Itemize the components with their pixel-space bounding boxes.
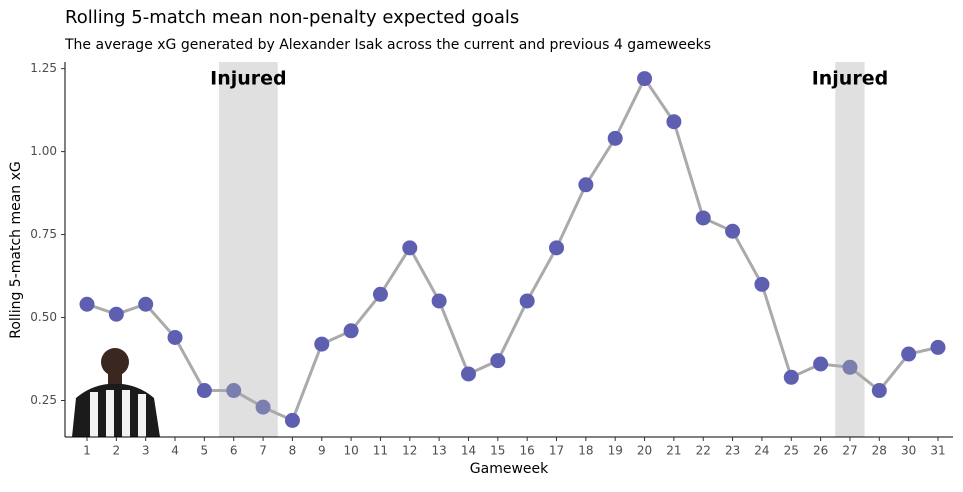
data-point xyxy=(754,276,770,292)
player-photo xyxy=(72,348,160,437)
y-tick-label: 0.25 xyxy=(30,393,57,407)
data-point xyxy=(196,383,212,399)
data-point xyxy=(431,293,447,309)
y-tick-label: 0.50 xyxy=(30,310,57,324)
x-tick-label: 15 xyxy=(490,444,505,458)
series-line xyxy=(86,75,939,423)
data-point xyxy=(519,293,535,309)
x-tick-label: 3 xyxy=(142,444,150,458)
x-tick-label: 9 xyxy=(318,444,326,458)
x-tick-label: 22 xyxy=(696,444,711,458)
data-point xyxy=(578,177,594,193)
x-tick-label: 18 xyxy=(578,444,593,458)
data-point xyxy=(314,336,330,352)
data-point xyxy=(108,306,124,322)
x-tick-label: 28 xyxy=(872,444,887,458)
data-point xyxy=(783,369,799,385)
data-point xyxy=(813,356,829,372)
injury-band xyxy=(219,62,278,437)
y-tick-label: 1.25 xyxy=(30,61,57,75)
data-point xyxy=(460,366,476,382)
x-tick-label: 16 xyxy=(520,444,535,458)
data-point xyxy=(402,240,418,256)
data-point xyxy=(695,210,711,226)
x-tick-label: 25 xyxy=(784,444,799,458)
data-point xyxy=(284,412,300,428)
chart-subtitle: The average xG generated by Alexander Is… xyxy=(64,37,711,53)
x-tick-label: 31 xyxy=(930,444,945,458)
data-point xyxy=(255,399,271,415)
x-axis-title: Gameweek xyxy=(470,461,549,477)
data-point xyxy=(79,296,95,312)
x-tick-label: 5 xyxy=(201,444,209,458)
chart-title: Rolling 5-match mean non-penalty expecte… xyxy=(65,7,519,28)
x-tick-label: 19 xyxy=(608,444,623,458)
data-point xyxy=(871,383,887,399)
x-tick-label: 26 xyxy=(813,444,828,458)
injury-label: Injured xyxy=(210,68,287,90)
data-point xyxy=(490,353,506,369)
x-tick-label: 2 xyxy=(113,444,121,458)
x-tick-label: 13 xyxy=(431,444,446,458)
data-point xyxy=(725,223,741,239)
data-point xyxy=(901,346,917,362)
x-tick-label: 27 xyxy=(842,444,857,458)
data-point xyxy=(138,296,154,312)
data-point xyxy=(549,240,565,256)
x-tick-label: 8 xyxy=(289,444,297,458)
data-point xyxy=(226,383,242,399)
y-tick-label: 0.75 xyxy=(30,227,57,241)
data-point xyxy=(842,359,858,375)
x-tick-label: 7 xyxy=(259,444,267,458)
data-point xyxy=(930,339,946,355)
data-point xyxy=(343,323,359,339)
y-axis-title: Rolling 5-match mean xG xyxy=(8,161,24,339)
x-tick-label: 11 xyxy=(373,444,388,458)
x-tick-label: 4 xyxy=(171,444,179,458)
x-tick-label: 23 xyxy=(725,444,740,458)
data-point xyxy=(372,286,388,302)
x-tick-label: 6 xyxy=(230,444,238,458)
x-tick-label: 14 xyxy=(461,444,476,458)
data-point xyxy=(607,130,623,146)
data-point xyxy=(666,114,682,130)
data-point xyxy=(637,71,653,87)
x-tick-label: 10 xyxy=(343,444,358,458)
x-tick-label: 24 xyxy=(754,444,769,458)
y-tick-label: 1.00 xyxy=(30,144,57,158)
x-tick-label: 12 xyxy=(402,444,417,458)
x-tick-label: 1 xyxy=(83,444,91,458)
injury-band xyxy=(835,62,865,437)
injury-label: Injured xyxy=(812,68,889,90)
x-tick-label: 20 xyxy=(637,444,652,458)
data-point xyxy=(167,329,183,345)
x-tick-label: 17 xyxy=(549,444,564,458)
x-tick-label: 30 xyxy=(901,444,916,458)
x-tick-label: 21 xyxy=(666,444,681,458)
